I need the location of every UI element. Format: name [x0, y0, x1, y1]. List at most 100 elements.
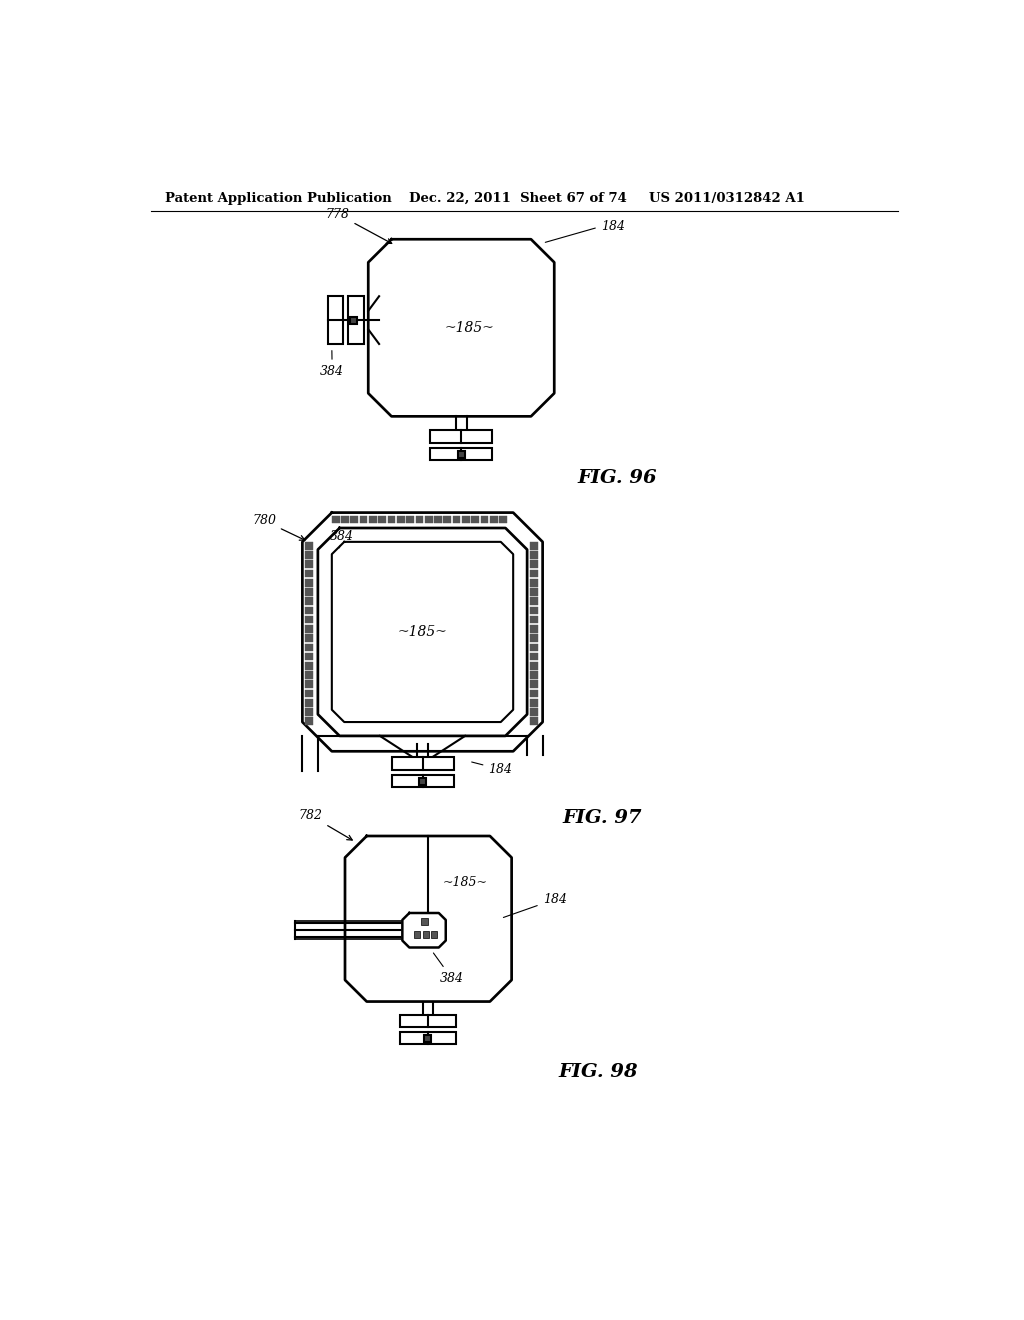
Bar	[530, 578, 538, 586]
Bar	[471, 516, 479, 524]
Bar	[530, 644, 538, 651]
Bar	[305, 644, 313, 651]
Bar	[530, 589, 538, 595]
Text: Patent Application Publication: Patent Application Publication	[165, 191, 392, 205]
Bar	[305, 700, 313, 706]
Bar	[530, 700, 538, 706]
Bar	[530, 689, 538, 697]
Bar	[530, 597, 538, 605]
Polygon shape	[402, 913, 445, 948]
Bar	[350, 317, 357, 323]
Bar	[305, 708, 313, 715]
Bar	[425, 516, 432, 524]
Bar	[530, 543, 538, 549]
Bar	[530, 626, 538, 632]
Bar	[530, 708, 538, 715]
Bar	[305, 589, 313, 595]
Polygon shape	[369, 239, 554, 416]
Text: FIG. 97: FIG. 97	[562, 809, 642, 828]
Text: 384: 384	[433, 953, 464, 985]
Bar	[305, 626, 313, 632]
Bar	[453, 516, 461, 524]
Bar	[391, 758, 454, 770]
Bar	[305, 718, 313, 725]
Bar	[407, 516, 414, 524]
Bar	[530, 570, 538, 577]
Text: ~185~: ~185~	[444, 321, 494, 335]
Bar	[391, 775, 454, 788]
Bar	[421, 919, 428, 925]
Bar	[305, 552, 313, 558]
Bar	[378, 516, 386, 524]
Bar	[430, 447, 493, 461]
Bar	[530, 607, 538, 614]
Bar	[305, 597, 313, 605]
Bar	[305, 635, 313, 642]
Text: Dec. 22, 2011  Sheet 67 of 74: Dec. 22, 2011 Sheet 67 of 74	[409, 191, 627, 205]
Polygon shape	[302, 512, 543, 751]
Bar	[530, 663, 538, 669]
Bar	[305, 653, 313, 660]
Bar	[359, 516, 368, 524]
Polygon shape	[332, 543, 513, 722]
Bar	[530, 718, 538, 725]
Bar	[462, 516, 470, 524]
Bar	[369, 516, 377, 524]
Text: 384: 384	[321, 351, 344, 378]
Bar	[500, 516, 507, 524]
Bar	[305, 615, 313, 623]
Text: 184: 184	[504, 894, 566, 917]
Text: ~185~: ~185~	[397, 624, 447, 639]
Bar	[305, 560, 313, 568]
Text: 184: 184	[546, 220, 625, 243]
Bar	[419, 777, 426, 785]
Bar	[305, 663, 313, 669]
Bar	[424, 1035, 431, 1041]
Bar	[388, 516, 395, 524]
Bar	[489, 516, 498, 524]
Bar	[431, 932, 437, 937]
Bar	[430, 430, 493, 442]
Bar	[480, 516, 488, 524]
Bar	[530, 615, 538, 623]
Bar	[305, 543, 313, 549]
Bar	[400, 1015, 456, 1027]
Bar	[458, 450, 465, 458]
Bar	[305, 570, 313, 577]
Polygon shape	[369, 296, 379, 345]
Bar	[341, 516, 349, 524]
Text: ~185~: ~185~	[442, 876, 487, 890]
Bar	[305, 671, 313, 678]
Bar	[530, 552, 538, 558]
Bar	[348, 296, 364, 345]
Bar	[530, 635, 538, 642]
Text: 184: 184	[472, 762, 512, 776]
Text: FIG. 98: FIG. 98	[558, 1063, 638, 1081]
Bar	[434, 516, 442, 524]
Bar	[443, 516, 452, 524]
Bar	[400, 1032, 456, 1044]
Text: 780: 780	[252, 515, 305, 540]
Polygon shape	[345, 836, 512, 1002]
Bar	[350, 516, 358, 524]
Polygon shape	[317, 528, 527, 737]
Bar	[332, 516, 340, 524]
Bar	[305, 681, 313, 688]
Bar	[328, 296, 343, 345]
Text: FIG. 96: FIG. 96	[578, 469, 657, 487]
Bar	[530, 560, 538, 568]
Bar	[305, 578, 313, 586]
Bar	[530, 681, 538, 688]
Text: US 2011/0312842 A1: US 2011/0312842 A1	[649, 191, 805, 205]
Text: 782: 782	[299, 809, 352, 840]
Bar	[305, 607, 313, 614]
Text: 778: 778	[326, 207, 392, 243]
Bar	[305, 689, 313, 697]
Bar	[414, 932, 420, 937]
Bar	[530, 671, 538, 678]
Text: 384: 384	[330, 529, 353, 548]
Bar	[416, 516, 423, 524]
Bar	[397, 516, 404, 524]
Bar	[423, 932, 429, 937]
Bar	[530, 653, 538, 660]
